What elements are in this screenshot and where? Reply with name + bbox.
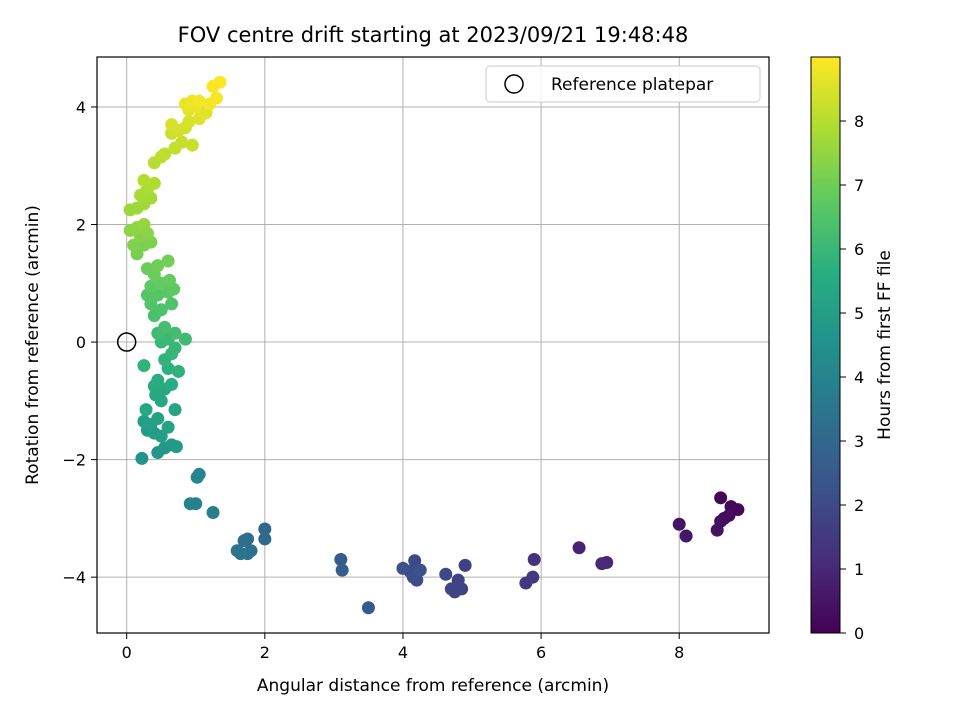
scatter-point <box>168 403 182 417</box>
x-tick-label: 8 <box>674 643 684 662</box>
scatter-point <box>169 440 183 454</box>
scatter-point <box>182 115 196 129</box>
y-tick-label: −2 <box>62 451 86 470</box>
scatter-point <box>237 534 251 548</box>
scatter-point <box>171 364 185 378</box>
scatter-point <box>335 563 349 577</box>
colorbar-tick-label: 2 <box>854 496 864 515</box>
scatter-point <box>161 254 175 268</box>
x-tick-label: 2 <box>260 643 270 662</box>
scatter-point <box>710 523 724 537</box>
scatter-point <box>679 529 693 543</box>
colorbar-tick-label: 7 <box>854 176 864 195</box>
scatter-points <box>123 75 745 615</box>
scatter-point <box>190 470 204 484</box>
scatter-point <box>458 558 472 572</box>
scatter-point <box>519 576 533 590</box>
scatter-point <box>165 118 179 132</box>
scatter-point <box>151 288 165 302</box>
scatter-point <box>163 273 177 287</box>
y-tick-label: 2 <box>76 216 86 235</box>
colorbar <box>810 56 841 634</box>
scatter-point <box>137 173 151 187</box>
colorbar-tick-label: 8 <box>854 112 864 131</box>
scatter-point <box>151 259 165 273</box>
plot-frame <box>96 56 770 634</box>
scatter-point <box>183 497 197 511</box>
reference-platepar-marker <box>116 332 137 352</box>
scatter-point <box>175 135 189 149</box>
scatter-point <box>408 554 422 568</box>
colorbar-ticks: 0 1 2 3 4 5 6 7 8 <box>840 112 864 643</box>
scatter-point <box>178 332 192 346</box>
scatter-point <box>140 262 154 276</box>
scatter-point <box>334 553 348 567</box>
scatter-point <box>192 94 206 108</box>
y-tick-label: 4 <box>76 98 86 117</box>
scatter-point <box>444 582 458 596</box>
x-axis-ticks: 0 2 4 6 8 <box>122 633 684 662</box>
colorbar-tick-label: 6 <box>854 240 864 259</box>
scatter-point <box>151 411 165 425</box>
legend-box <box>485 65 761 103</box>
legend-entry-reference-platepar: Reference platepar <box>551 75 713 95</box>
x-axis-label: Angular distance from reference (arcmin) <box>257 676 609 696</box>
x-tick-label: 6 <box>536 643 546 662</box>
scatter-point <box>396 561 410 575</box>
scatter-point <box>168 326 182 340</box>
scatter-point <box>165 297 179 311</box>
scatter-point <box>154 429 168 443</box>
scatter-point <box>361 601 375 615</box>
y-tick-label: 0 <box>76 333 86 352</box>
scatter-point <box>147 176 161 190</box>
scatter-point <box>439 567 453 581</box>
colorbar-tick-label: 0 <box>854 624 864 643</box>
scatter-point <box>206 506 220 520</box>
scatter-point <box>154 303 168 317</box>
scatter-point <box>158 147 172 161</box>
scatter-point <box>144 279 158 293</box>
scatter-point <box>209 91 223 105</box>
scatter-point <box>595 557 609 571</box>
legend: Reference platepar <box>485 65 761 103</box>
x-tick-label: 0 <box>122 643 132 662</box>
scatter-point <box>258 522 272 536</box>
colorbar-label: Hours from first FF file <box>875 250 895 440</box>
scatter-point <box>572 541 586 555</box>
grid-lines <box>97 57 769 633</box>
scatter-point <box>258 532 272 546</box>
scatter-point <box>127 238 141 252</box>
colorbar-tick-label: 1 <box>854 560 864 579</box>
scatter-point <box>137 359 151 373</box>
scatter-point <box>158 320 172 334</box>
scatter-point <box>714 491 728 505</box>
scatter-point <box>135 451 149 465</box>
scatter-point <box>527 553 541 567</box>
scatter-point <box>139 403 153 417</box>
scatter-point <box>165 377 179 391</box>
scatter-point <box>185 138 199 152</box>
legend-reference-marker <box>504 74 524 94</box>
scatter-point <box>168 341 182 355</box>
scatter-point <box>137 218 151 232</box>
scatter-point <box>413 563 427 577</box>
colorbar-tick-label: 4 <box>854 368 864 387</box>
scatter-point <box>234 547 248 561</box>
x-tick-label: 4 <box>398 643 408 662</box>
chart-title: FOV centre drift starting at 2023/09/21 … <box>178 23 689 47</box>
y-axis-ticks: −4 −2 0 2 4 <box>62 98 97 587</box>
colorbar-tick-label: 3 <box>854 432 864 451</box>
scatter-point <box>213 75 227 89</box>
scatter-point <box>672 517 686 531</box>
y-tick-label: −4 <box>62 568 86 587</box>
scatter-point <box>161 420 175 434</box>
colorbar-tick-label: 5 <box>854 304 864 323</box>
scatter-point <box>151 373 165 387</box>
y-axis-label: Rotation from reference (arcmin) <box>23 205 43 485</box>
